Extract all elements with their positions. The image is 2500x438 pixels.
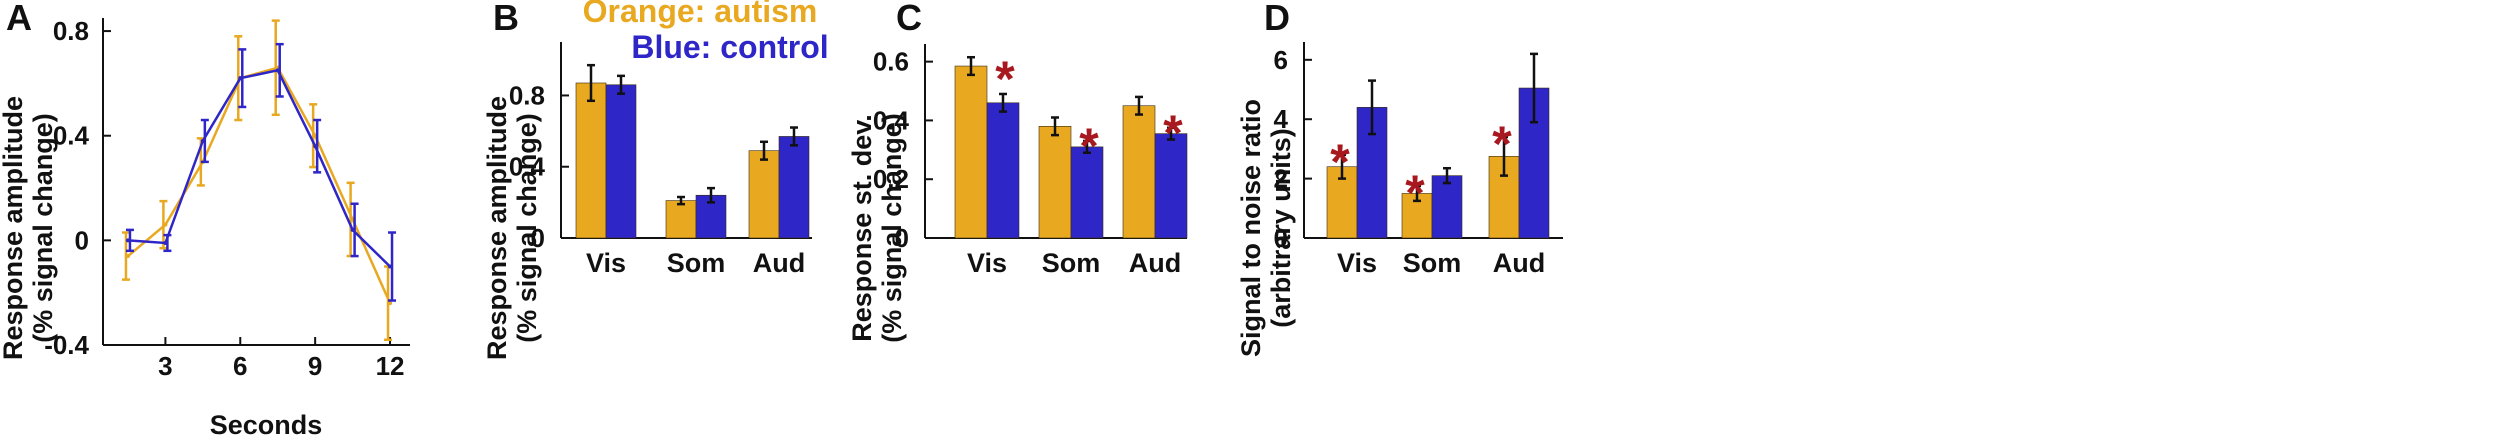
panel-b: B Response amplitude (% signal change) O… (482, 0, 829, 360)
panel-a-plot: -0.4 0 0.4 0.8 3 6 9 12 (44, 16, 410, 381)
panel-b-bar-control (778, 136, 810, 239)
panel-a-xlabel: Seconds (210, 410, 323, 438)
panel-b-category-label: Aud (753, 248, 805, 278)
panel-a-xtick-label: 6 (233, 351, 247, 381)
panel-b-plot: 0 0.4 0.8 Vis Som Aud (509, 42, 812, 278)
panel-a-point-autism (388, 301, 393, 306)
panel-b-bar-control (605, 84, 637, 239)
panel-c-ylabel-line2: (% signal change) (877, 113, 907, 343)
panel-d-ytick-label: 2 (1274, 164, 1288, 194)
panel-c-significance-star: * (995, 51, 1015, 107)
panel-a-ytick-label: 0.8 (53, 16, 89, 46)
panel-c-bar-autism (954, 65, 988, 239)
panel-c-significance-star: * (1163, 105, 1183, 161)
panel-c-group-aud: * Aud (1122, 95, 1188, 278)
panel-a-ylabel-line1: Response amplitude (0, 96, 28, 360)
panel-a-ytick-label: 0 (75, 225, 89, 255)
panel-b-bar-autism (748, 150, 780, 239)
panel-d-ytick-label: 6 (1274, 45, 1288, 75)
panel-d-ylabel-line2: (arbitrary units) (1266, 128, 1296, 328)
panel-a-point-control (388, 264, 393, 269)
panel-d-significance-star: * (1492, 116, 1512, 172)
panel-letter-b: B (493, 0, 519, 38)
panel-b-ylabel-line1: Response amplitude (482, 96, 512, 360)
panel-a-series-control (125, 42, 397, 302)
panel-b-ytick-label: 0.4 (509, 152, 546, 182)
panel-a-xtick-label: 3 (158, 351, 172, 381)
panel-a-point-control (275, 68, 280, 73)
panel-d-group-som: * Som (1401, 165, 1463, 278)
panel-a-ytick-label: 0.4 (53, 121, 90, 151)
panel-b-group-som: Som (665, 186, 727, 278)
panel-b-ytick-label: 0 (531, 223, 545, 253)
panel-d-ytick-label: 0 (1274, 223, 1288, 253)
panel-a-point-control (200, 138, 205, 143)
panel-b-ylabel-line2: (% signal change) (512, 113, 542, 343)
panel-a-line-autism (127, 66, 392, 304)
panel-c-bar-autism (1122, 105, 1156, 239)
panel-a-point-control (238, 76, 243, 81)
panel-c-bar-control (1154, 133, 1188, 239)
panel-d-group-vis: * Vis (1326, 79, 1388, 278)
panel-a-series-autism (121, 19, 393, 342)
panel-d-category-label: Som (1403, 248, 1462, 278)
panel-b-category-label: Vis (586, 248, 626, 278)
panel-a-xtick-label: 12 (376, 351, 405, 381)
panel-a-point-control (125, 238, 130, 243)
panel-c-bar-control (1070, 146, 1104, 239)
panel-d-category-label: Vis (1337, 248, 1377, 278)
panel-c-bar-control (986, 102, 1020, 239)
legend-control: Blue: control (631, 29, 828, 65)
panel-c-category-label: Aud (1129, 248, 1181, 278)
panel-a-point-control (163, 240, 168, 245)
panel-d-category-label: Aud (1493, 248, 1545, 278)
panel-c-significance-star: * (1079, 118, 1099, 174)
panel-a: A Response amplitude (% signal change) S… (0, 0, 322, 438)
panel-c-plot: 0 0.2 0.4 0.6 * Vis * Som * Aud (873, 44, 1188, 278)
panel-d-plot: 0 2 4 6 * Vis * Som * Aud (1274, 42, 1563, 278)
panel-c-ytick-label: 0.6 (873, 47, 909, 77)
panel-a-point-autism (125, 254, 130, 259)
panel-letter-a: A (6, 0, 32, 38)
panel-c-ylabel-line1: Response st. dev. (847, 114, 877, 342)
panel-b-bar-autism (575, 82, 607, 239)
panel-d-ytick-label: 4 (1274, 104, 1289, 134)
panel-c-ytick-label: 0 (895, 223, 909, 253)
panel-a-ytick-label: -0.4 (44, 330, 89, 360)
panel-b-group-aud: Aud (748, 126, 810, 278)
panel-c: C Response st. dev. (% signal change) (847, 0, 922, 343)
panel-a-point-control (350, 227, 355, 232)
panel-c-group-som: * Som (1038, 116, 1104, 278)
panel-a-point-control (313, 144, 318, 149)
panel-letter-c: C (896, 0, 922, 38)
panel-c-ytick-label: 0.4 (873, 105, 910, 135)
panel-c-category-label: Som (1042, 248, 1101, 278)
panel-d-ylabel-line1: Signal to noise ratio (1236, 99, 1266, 357)
panel-a-xtick-label: 9 (308, 351, 322, 381)
legend-autism: Orange: autism (583, 0, 818, 29)
panel-c-ytick-label: 0.2 (873, 164, 909, 194)
panel-d-group-aud: * Aud (1488, 52, 1550, 278)
panel-b-ytick-label: 0.8 (509, 80, 545, 110)
panel-d: D Signal to noise ratio (arbitrary units… (1236, 0, 1296, 357)
panel-b-category-label: Som (667, 248, 726, 278)
panel-letter-d: D (1264, 0, 1290, 38)
panel-c-bar-autism (1038, 126, 1072, 239)
panel-c-group-vis: * Vis (954, 51, 1020, 278)
panel-d-bar-control (1431, 175, 1463, 239)
panel-d-significance-star: * (1405, 165, 1425, 221)
panel-a-ylabel-line2: (% signal change) (28, 113, 58, 343)
panel-a-line-control (127, 68, 391, 268)
panel-a-point-autism (163, 222, 168, 227)
panel-d-significance-star: * (1330, 134, 1350, 190)
panel-c-category-label: Vis (967, 248, 1007, 278)
panel-b-bar-autism (665, 200, 697, 239)
panel-b-group-vis: Vis (575, 63, 637, 278)
